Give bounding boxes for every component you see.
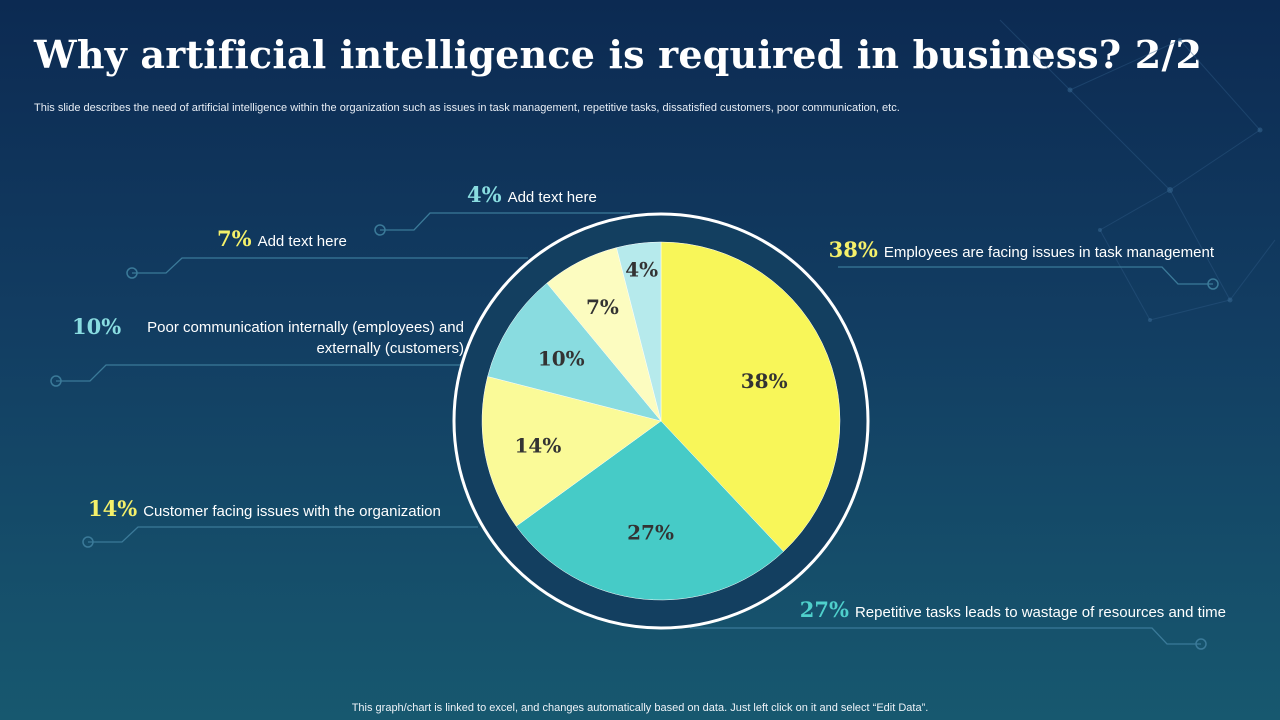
callout-connector-line (838, 266, 1213, 285)
slice-data-label: 10% (538, 347, 585, 371)
pie-slice[interactable] (515, 420, 784, 601)
callout-text: Add text here (258, 233, 347, 250)
callout-text: externally (customers) (316, 340, 464, 357)
callout-connector-dot (1195, 638, 1207, 650)
slice-data-label: 7% (586, 295, 619, 319)
callout-percent: 27% (800, 597, 849, 622)
callout-connector-dot (1207, 278, 1219, 290)
pie-slice[interactable] (487, 282, 662, 422)
callout-text: Poor communication internally (employees… (147, 319, 464, 336)
callout-connector-line (380, 212, 630, 231)
callout-connector-line (56, 364, 462, 382)
callout-percent: 4% (467, 182, 502, 207)
callout-percent: 7% (217, 226, 252, 251)
callout-text: Add text here (508, 189, 597, 206)
callout: 14% Customer facing issues with the organ… (88, 496, 441, 521)
callout-percent: 38% (829, 237, 878, 262)
callout: 27% Repetitive tasks leads to wastage of … (800, 597, 1226, 622)
callout: 38% Employees are facing issues in task m… (829, 237, 1215, 262)
callout-connector-dot (126, 267, 138, 279)
slide-subtitle: This slide describes the need of artific… (34, 102, 900, 114)
callout: 7% Add text here (217, 226, 347, 251)
callout-connector-dot (50, 375, 62, 387)
callout-connector-dot (374, 224, 386, 236)
slide-title: Why artificial intelligence is required … (34, 32, 1203, 77)
callout-connector-line (690, 627, 1201, 645)
callout-percent: 14% (88, 496, 137, 521)
footer-note: This graph/chart is linked to excel, and… (351, 702, 929, 714)
slice-data-label: 14% (514, 433, 561, 457)
pie-slice[interactable] (660, 241, 841, 552)
callout-percent: 10% (72, 314, 121, 339)
callout-text: Repetitive tasks leads to wastage of res… (855, 604, 1226, 621)
callout-connectors (50, 212, 1219, 650)
callout: 4% Add text here (467, 182, 597, 207)
callout-text: Employees are facing issues in task mana… (884, 244, 1215, 261)
callout-text: Customer facing issues with the organiza… (143, 503, 441, 520)
slice-data-label: 4% (625, 257, 658, 281)
callout-connector-line (88, 526, 478, 543)
slice-data-label: 27% (627, 520, 674, 544)
pie-slice[interactable] (481, 376, 662, 527)
pie-slice[interactable] (616, 241, 662, 422)
callout-connector-line (132, 257, 528, 274)
background-network-graphic (999, 19, 1276, 322)
callout-connector-dot (82, 536, 94, 548)
slice-data-label: 38% (741, 369, 788, 393)
